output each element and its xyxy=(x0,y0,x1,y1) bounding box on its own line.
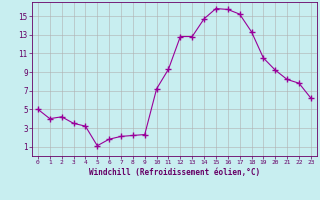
X-axis label: Windchill (Refroidissement éolien,°C): Windchill (Refroidissement éolien,°C) xyxy=(89,168,260,177)
